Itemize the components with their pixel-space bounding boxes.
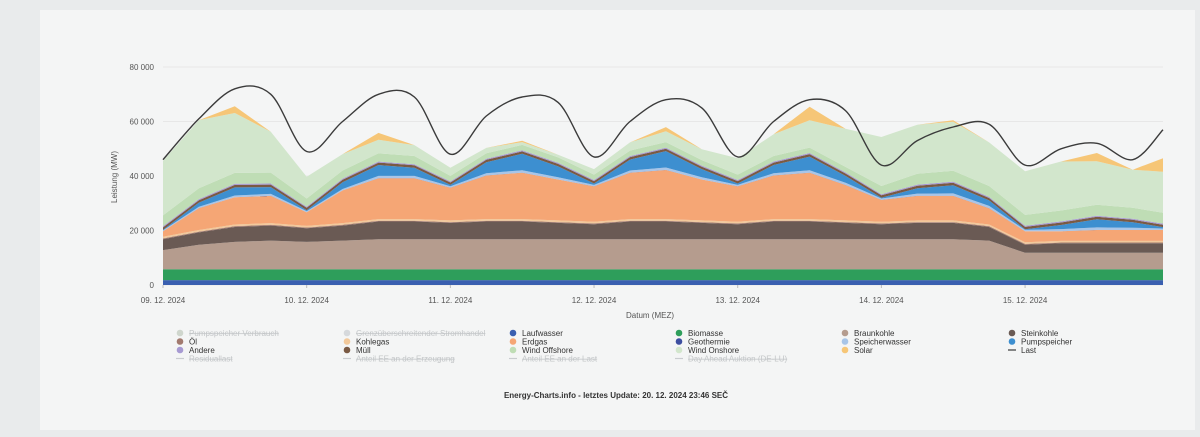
- legend-dot-marker: [176, 338, 184, 345]
- area-laufwasser: [163, 280, 1163, 285]
- legend-dot-marker: [1008, 338, 1016, 345]
- legend-dot-marker: [675, 346, 683, 354]
- legend-dot-marker: [509, 329, 517, 337]
- legend-item-steinkohle[interactable]: Steinkohle: [1008, 329, 1059, 338]
- x-tick-label: 12. 12. 2024: [572, 296, 617, 305]
- legend-item-muell[interactable]: Müll: [343, 346, 371, 355]
- legend-item-pumpspeicher[interactable]: Pumpspeicher: [1008, 338, 1073, 347]
- legend-item-speicherwasser[interactable]: Speicherwasser: [841, 338, 912, 347]
- y-tick-label: 80 000: [130, 63, 155, 72]
- y-tick-label: 60 000: [130, 118, 155, 127]
- legend-item-pumpspeicher-verbrauch[interactable]: Pumpspeicher Verbrauch: [176, 329, 279, 338]
- legend-label: Solar: [854, 346, 873, 355]
- legend-item-grenzueberschreitender-stromhandel[interactable]: Grenzüberschreitender Stromhandel: [343, 329, 486, 338]
- area-steinkohle: [163, 221, 1163, 253]
- legend-item-day-ahead-auktion-de-lu[interactable]: Day Ahead Auktion (DE-LU): [675, 355, 787, 364]
- legend-dot-marker: [841, 329, 849, 337]
- legend-label: Erdgas: [522, 338, 547, 347]
- legend-item-andere[interactable]: Andere: [176, 346, 216, 355]
- legend-label: Kohlegas: [356, 338, 389, 347]
- x-tick-label: 15. 12. 2024: [1003, 296, 1048, 305]
- legend-item-last[interactable]: Last: [1008, 346, 1037, 355]
- legend-item-anteil-ee-an-der-last[interactable]: Anteil EE an der Last: [509, 355, 598, 364]
- area-erdgas: [163, 170, 1163, 243]
- legend-label: Geothermie: [688, 338, 730, 347]
- legend-label: Day Ahead Auktion (DE-LU): [688, 355, 787, 364]
- footer-credit: Energy-Charts.info - letztes Update: 20.…: [504, 391, 728, 400]
- x-tick-label: 14. 12. 2024: [859, 296, 904, 305]
- x-tick-label: 11. 12. 2024: [428, 296, 472, 305]
- y-tick-label: 20 000: [130, 227, 155, 236]
- legend-dot-marker: [1008, 329, 1016, 337]
- area-kohlegas: [163, 219, 1163, 244]
- legend-dot-marker: [343, 329, 351, 337]
- legend-item-wind-onshore[interactable]: Wind Onshore: [675, 346, 740, 355]
- legend-item-oel[interactable]: Öl: [176, 338, 198, 347]
- legend-label: Grenzüberschreitender Stromhandel: [356, 329, 486, 338]
- y-tick-label: 40 000: [130, 172, 155, 181]
- legend-label: Anteil EE an der Last: [522, 355, 598, 364]
- legend-dot-marker: [176, 329, 184, 337]
- x-tick-label: 10. 12. 2024: [284, 296, 329, 305]
- legend-dot-marker: [343, 346, 351, 354]
- legend-item-erdgas[interactable]: Erdgas: [509, 338, 548, 347]
- legend-label: Laufwasser: [522, 329, 563, 338]
- legend-label: Speicherwasser: [854, 338, 911, 347]
- legend-label: Steinkohle: [1021, 329, 1059, 338]
- legend-label: Öl: [189, 338, 197, 347]
- legend-dot-marker: [675, 329, 683, 337]
- area-braunkohle: [163, 239, 1163, 270]
- legend-label: Müll: [356, 346, 371, 355]
- legend-item-kohlegas[interactable]: Kohlegas: [343, 338, 390, 347]
- legend-dot-marker: [841, 338, 849, 345]
- legend-label: Andere: [189, 346, 215, 355]
- legend-item-anteil-ee-an-der-erzeugung[interactable]: Anteil EE an der Erzeugung: [343, 355, 455, 364]
- legend-label: Wind Offshore: [522, 346, 574, 355]
- legend-dot-marker: [343, 338, 351, 345]
- x-tick-label: 13. 12. 2024: [715, 296, 760, 305]
- legend-label: Pumpspeicher Verbrauch: [189, 329, 279, 338]
- y-axis-label: Leistung (MW): [110, 151, 119, 203]
- x-tick-label: 09. 12. 2024: [141, 296, 186, 305]
- legend-label: Residuallast: [189, 355, 233, 364]
- area-muell: [163, 148, 1163, 230]
- x-axis-label: Datum (MEZ): [626, 311, 674, 320]
- legend-dot-marker: [176, 346, 184, 354]
- area-series: [163, 106, 1163, 285]
- axes: Leistung (MW) Datum (MEZ): [110, 151, 674, 320]
- area-wind-onshore: [163, 113, 1163, 216]
- legend-item-residuallast[interactable]: Residuallast: [176, 355, 233, 364]
- legend-label: Wind Onshore: [688, 346, 740, 355]
- legend-label: Last: [1021, 346, 1037, 355]
- legend-dot-marker: [509, 346, 517, 354]
- area-wind-offshore: [163, 142, 1163, 227]
- legend-label: Braunkohle: [854, 329, 895, 338]
- legend-item-biomasse[interactable]: Biomasse: [675, 329, 724, 338]
- legend-item-laufwasser[interactable]: Laufwasser: [509, 329, 564, 338]
- area-pumpspeicher: [163, 151, 1163, 231]
- line-series: [162, 85, 1164, 167]
- legend-label: Biomasse: [688, 329, 724, 338]
- legend-label: Pumpspeicher: [1021, 338, 1072, 347]
- legend-label: Anteil EE an der Erzeugung: [356, 355, 455, 364]
- legend-dot-marker: [509, 338, 517, 345]
- legend-item-wind-offshore[interactable]: Wind Offshore: [509, 346, 574, 355]
- area-biomasse: [163, 269, 1163, 281]
- legend-item-braunkohle[interactable]: Braunkohle: [841, 329, 895, 338]
- legend-item-solar[interactable]: Solar: [841, 346, 873, 355]
- legend-dot-marker: [841, 346, 849, 354]
- legend: Pumpspeicher Verbrauch Grenzüberschreiten…: [176, 329, 1072, 364]
- line-last: [162, 85, 1164, 167]
- legend-item-geothermie[interactable]: Geothermie: [675, 338, 731, 347]
- legend-dot-marker: [675, 338, 683, 345]
- y-tick-label: 0: [150, 281, 155, 290]
